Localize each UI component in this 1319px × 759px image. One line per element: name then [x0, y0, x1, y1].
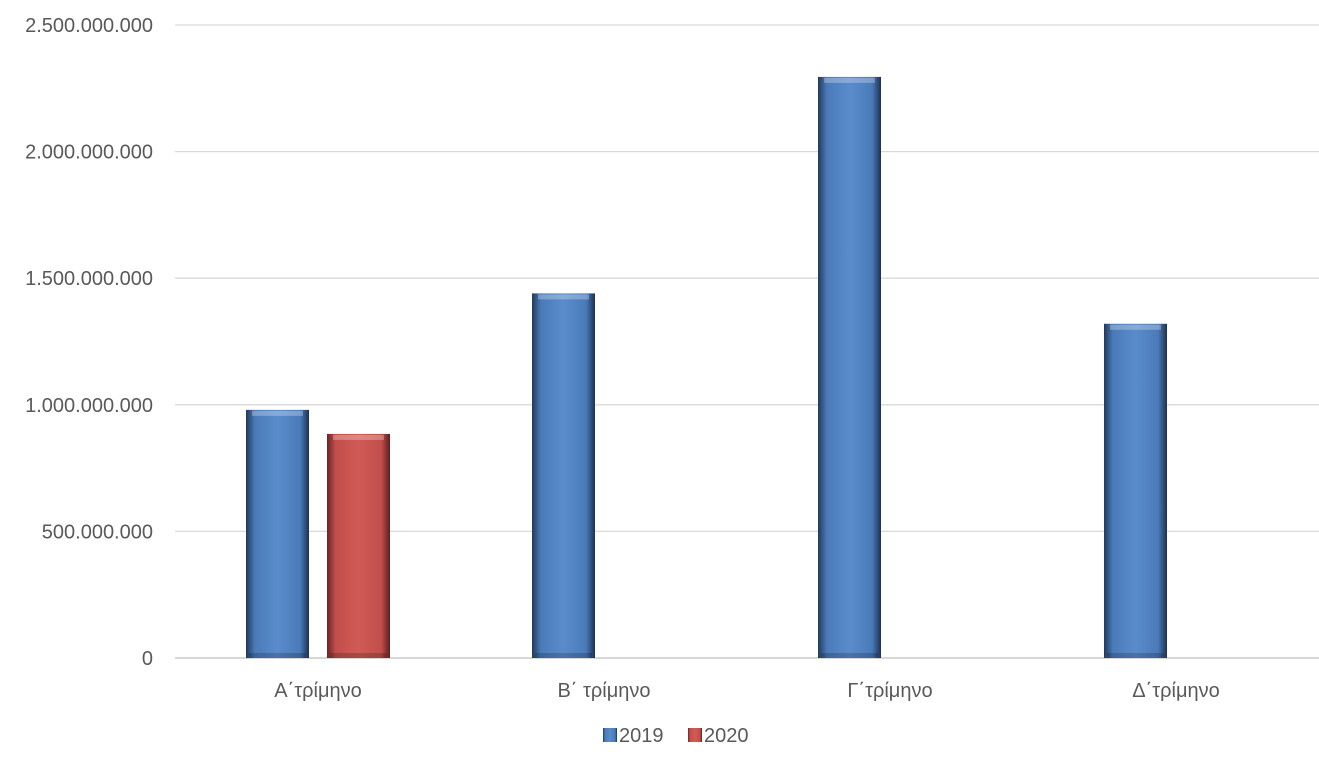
bars — [246, 76, 1167, 658]
bar-2019-2 — [818, 76, 881, 658]
bar-2019-3 — [1104, 323, 1167, 658]
y-tick-label: 2.500.000.000 — [25, 15, 153, 37]
y-axis-ticks: 0 500.000.000 1.000.000.000 1.500.000.000 2.… — [25, 15, 153, 670]
legend: 2019 2020 — [603, 725, 749, 747]
x-axis-ticks: Α΄τρίμηνο Β΄ τρίμηνο Γ΄τρίμηνο Δ΄τρίμηνο — [274, 680, 1220, 702]
legend-label: 2020 — [704, 725, 749, 747]
legend-item-2019: 2019 — [603, 725, 664, 747]
y-tick-label: 1.000.000.000 — [25, 395, 153, 417]
x-tick-label: Γ΄τρίμηνο — [847, 680, 932, 702]
x-tick-label: Β΄ τρίμηνο — [557, 680, 650, 702]
y-tick-label: 500.000.000 — [42, 521, 153, 543]
x-tick-label: Α΄τρίμηνο — [274, 680, 362, 702]
legend-swatch — [603, 728, 617, 742]
legend-item-2020: 2020 — [688, 725, 749, 747]
y-tick-label: 0 — [142, 648, 153, 670]
bar-2020-0 — [327, 433, 390, 658]
x-tick-label: Δ΄τρίμηνο — [1132, 680, 1220, 702]
legend-label: 2019 — [619, 725, 664, 747]
bar-2019-0 — [246, 409, 309, 658]
legend-swatch — [688, 728, 702, 742]
bar-2019-1 — [532, 293, 595, 658]
y-tick-label: 1.500.000.000 — [25, 268, 153, 290]
y-tick-label: 2.000.000.000 — [25, 142, 153, 164]
